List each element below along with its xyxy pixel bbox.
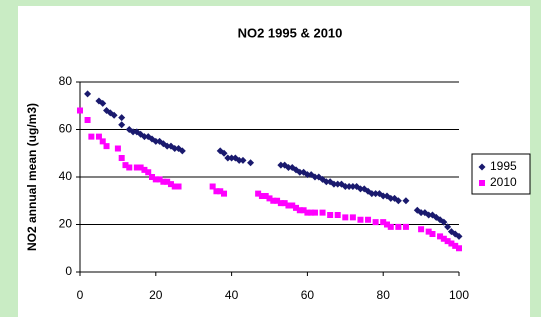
marker bbox=[312, 210, 318, 216]
marker bbox=[85, 117, 91, 123]
marker bbox=[320, 210, 326, 216]
marker bbox=[119, 155, 125, 161]
y-tick-label: 20 bbox=[59, 217, 73, 231]
chart-panel bbox=[18, 6, 530, 317]
marker bbox=[357, 217, 363, 223]
y-axis-label: NO2 annual mean (ug/m3) bbox=[25, 103, 39, 251]
marker bbox=[403, 224, 409, 230]
x-tick-label: 80 bbox=[377, 288, 391, 302]
marker bbox=[327, 212, 333, 218]
marker bbox=[176, 184, 182, 190]
x-tick-label: 100 bbox=[449, 288, 469, 302]
x-tick-label: 20 bbox=[149, 288, 163, 302]
marker bbox=[418, 226, 424, 232]
legend-marker bbox=[479, 180, 485, 186]
y-tick-label: 80 bbox=[59, 74, 73, 88]
marker bbox=[388, 224, 394, 230]
y-tick-label: 40 bbox=[59, 169, 73, 183]
marker bbox=[126, 165, 132, 171]
marker bbox=[373, 219, 379, 225]
chart-title: NO2 1995 & 2010 bbox=[238, 25, 343, 40]
legend-label: 2010 bbox=[490, 175, 517, 189]
x-tick-label: 40 bbox=[225, 288, 239, 302]
x-tick-label: 0 bbox=[77, 288, 84, 302]
marker bbox=[429, 231, 435, 237]
marker bbox=[104, 143, 110, 149]
y-tick-label: 60 bbox=[59, 122, 73, 136]
marker bbox=[115, 146, 121, 152]
marker bbox=[342, 214, 348, 220]
chart: NO2 1995 & 2010 NO2 annual mean (ug/m3) … bbox=[0, 0, 541, 317]
marker bbox=[350, 214, 356, 220]
page: NO2 1995 & 2010 NO2 annual mean (ug/m3) … bbox=[0, 0, 541, 317]
x-tick-label: 60 bbox=[301, 288, 315, 302]
marker bbox=[77, 108, 83, 114]
marker bbox=[88, 134, 94, 140]
marker bbox=[365, 217, 371, 223]
legend-label: 1995 bbox=[490, 159, 517, 173]
marker bbox=[395, 224, 401, 230]
y-tick-label: 0 bbox=[65, 264, 72, 278]
marker bbox=[221, 191, 227, 197]
marker bbox=[456, 245, 462, 251]
marker bbox=[335, 212, 341, 218]
